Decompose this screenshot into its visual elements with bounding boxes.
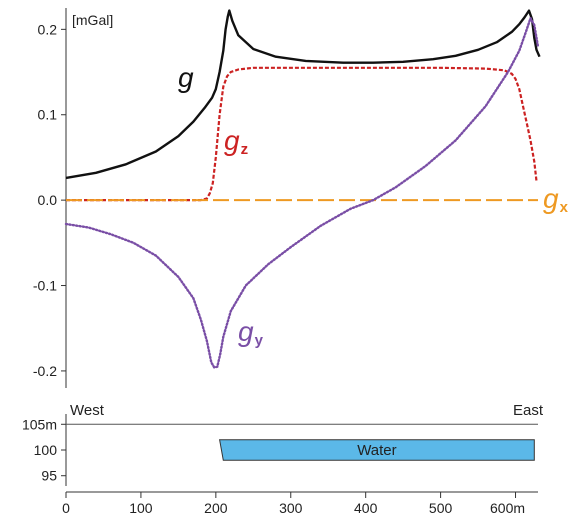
- x-tick-label: 300: [279, 500, 303, 516]
- water-label: Water: [357, 442, 396, 459]
- top-y-tick-label: 0.2: [38, 21, 58, 37]
- series-labels: g gz gx gy: [178, 62, 568, 349]
- top-y-ticks: 0.2 0.1 0.0 -0.1 -0.2: [33, 21, 66, 379]
- bottom-y-tick-label: 95: [41, 468, 57, 484]
- top-y-tick-label: -0.1: [33, 278, 57, 294]
- series-line-z: [66, 66, 538, 202]
- bottom-y-tick-label: 100: [34, 442, 58, 458]
- bottom-chart: 105m 100 95 0 100 200 300 400 500 600m Water Wes…: [22, 402, 544, 516]
- x-tick-label: 400: [354, 500, 378, 516]
- series-line-y: [64, 17, 540, 369]
- top-chart: 0.2 0.1 0.0 -0.1 -0.2 [mGal] g gz gx gy: [33, 8, 568, 388]
- series-layer: [64, 9, 541, 369]
- top-y-tick-label: -0.2: [33, 363, 57, 379]
- top-y-tick-label: 0.0: [38, 192, 58, 208]
- x-tick-label: 100: [129, 500, 153, 516]
- x-tick-label: 500: [429, 500, 453, 516]
- bottom-y-tick-label: 105m: [22, 416, 57, 432]
- west-label: West: [70, 402, 105, 419]
- x-tick-label: 0: [62, 500, 70, 516]
- x-tick-label: 200: [204, 500, 228, 516]
- east-label: East: [513, 402, 544, 419]
- series-label-z: gz: [224, 125, 248, 158]
- water-body: [219, 439, 535, 461]
- series-label-g: g: [178, 62, 194, 93]
- series-label-y: gy: [238, 316, 264, 349]
- bottom-x-ticks: 0 100 200 300 400 500 600m: [62, 492, 525, 516]
- unit-label: [mGal]: [72, 12, 113, 28]
- top-y-tick-label: 0.1: [38, 107, 58, 123]
- series-line-g: [65, 9, 541, 180]
- bottom-y-ticks: 105m 100 95: [22, 416, 66, 484]
- series-label-x: gx: [543, 183, 568, 216]
- x-tick-label: 600m: [490, 500, 525, 516]
